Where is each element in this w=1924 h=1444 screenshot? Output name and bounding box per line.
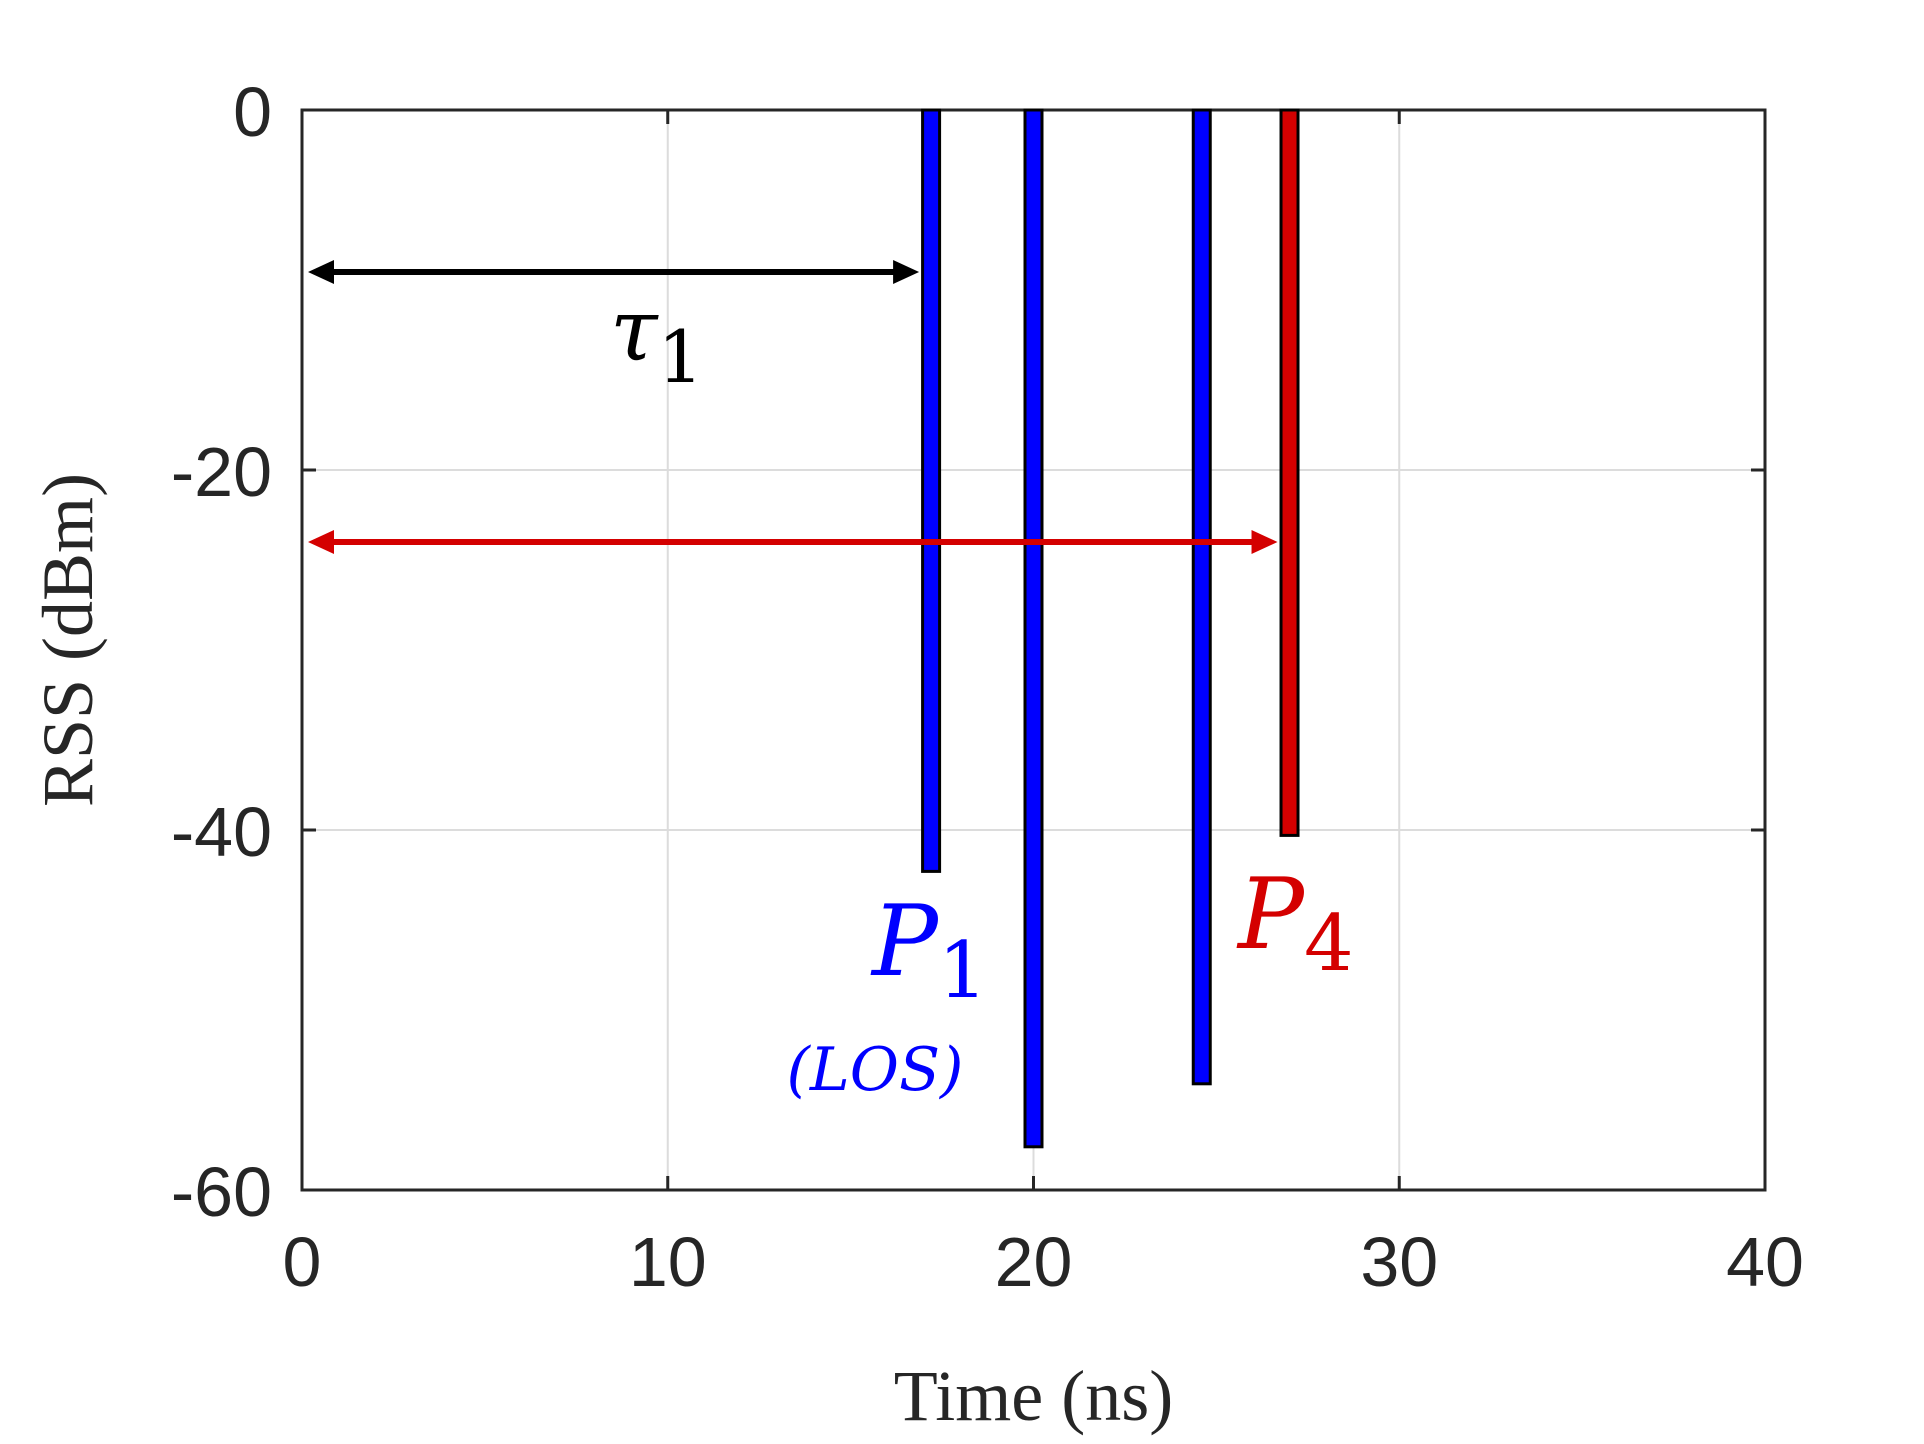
impulse-bar: [1191, 108, 1212, 1086]
p4-subscript: 4: [1304, 899, 1354, 989]
p1-symbol: P: [870, 885, 940, 999]
x-tick-label: 0: [283, 1223, 322, 1301]
los-label: (LOS): [787, 1035, 964, 1105]
y-tick-label: -60: [171, 1153, 272, 1231]
p1-subscript: 1: [938, 926, 988, 1016]
bars: [921, 108, 1300, 1149]
x-tick-label: 40: [1726, 1223, 1804, 1301]
x-axis-label: Time (ns): [894, 1356, 1173, 1436]
y-tick-label: -20: [171, 433, 272, 511]
impulse-bar: [1023, 108, 1044, 1149]
tick-marks: [300, 108, 1767, 1192]
x-tick-labels: 0 10 20 30 40: [283, 1223, 1804, 1301]
tau4-arrow: [308, 530, 1278, 554]
tau-label: τ1: [610, 281, 703, 399]
p1-label: P1: [870, 885, 988, 1016]
arrows: [308, 260, 1278, 554]
x-tick-label: 10: [629, 1223, 707, 1301]
y-tick-label: 0: [233, 73, 272, 151]
x-tick-label: 30: [1360, 1223, 1438, 1301]
impulse-bar: [921, 108, 942, 873]
impulse-bar: [1279, 108, 1300, 837]
x-tick-label: 20: [995, 1223, 1073, 1301]
p4-label: P4: [1236, 858, 1354, 989]
y-tick-labels: 0 -20 -40 -60: [171, 73, 272, 1231]
tau-subscript: 1: [658, 315, 704, 399]
y-axis-label: RSS (dBm): [28, 473, 108, 807]
tau-symbol: τ: [610, 281, 659, 381]
y-tick-label: -40: [171, 793, 272, 871]
tau1-arrow: [308, 260, 920, 284]
p4-symbol: P: [1236, 858, 1306, 972]
